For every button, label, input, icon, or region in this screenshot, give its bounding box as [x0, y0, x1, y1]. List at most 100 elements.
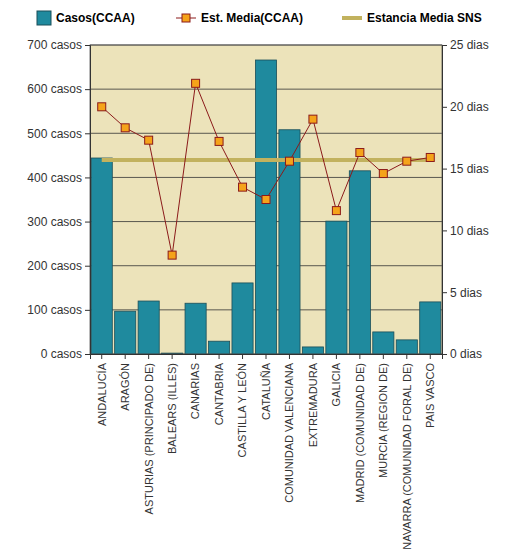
bar	[373, 332, 394, 354]
tick-mark	[172, 354, 173, 359]
tick: MURCIA (REGION DE)	[377, 354, 389, 478]
tick-label: GALICIA	[330, 362, 342, 406]
tick: MADRID (COMUNIDAD DE)	[354, 354, 366, 503]
tick: 10 dias	[442, 224, 489, 238]
bar	[302, 347, 323, 354]
line-series	[102, 159, 431, 160]
bar	[209, 341, 230, 354]
tick: NAVARRA (COMUNIDAD FORAL DE)	[401, 354, 413, 550]
tick-label: MADRID (COMUNIDAD DE)	[354, 363, 366, 503]
bar	[138, 301, 159, 354]
marker	[356, 149, 364, 157]
y-axis: 0 casos 100 casos 200 casos 300 casos 400 ca…	[27, 38, 90, 361]
line	[102, 158, 431, 162]
tick-mark	[336, 354, 337, 359]
tick-mark	[85, 177, 90, 178]
tick-label: CATALUÑA	[260, 362, 272, 420]
tick: 5 dias	[442, 286, 482, 300]
marker	[426, 153, 434, 161]
tick-label: CANTABRIA	[213, 362, 225, 425]
tick-label: COMUNIDAD VALENCIANA	[283, 362, 295, 502]
x-axis: ANDALUCÍA ARAGÓN ASTURIAS (PRINCIPADO DE) B…	[91, 354, 443, 550]
tick-label: PAIS VASCO	[424, 363, 436, 428]
tick: 100 casos	[27, 303, 90, 317]
tick-label: 20 dias	[450, 100, 489, 114]
bar	[420, 302, 441, 354]
axis-line	[91, 355, 443, 360]
tick-label: BALEARS (ILLES)	[166, 363, 178, 454]
tick: 0 casos	[41, 347, 90, 361]
tick-mark	[219, 354, 220, 359]
tick: 20 dias	[442, 100, 489, 114]
tick: BALEARS (ILLES)	[166, 354, 178, 454]
line	[102, 83, 431, 255]
tick-mark	[195, 354, 196, 359]
tick-label: CANARIAS	[189, 363, 201, 419]
tick: 400 casos	[27, 171, 90, 185]
legend: Casos(CCAA)Est. Media(CCAA)Estancia Medi…	[37, 11, 482, 25]
legend-swatch	[342, 16, 362, 20]
tick-label: 100 casos	[27, 303, 82, 317]
tick-mark	[406, 354, 407, 359]
tick: 300 casos	[27, 215, 90, 229]
bar	[326, 221, 347, 354]
marker	[332, 207, 340, 215]
tick-mark	[266, 354, 267, 359]
plot-frame	[90, 45, 442, 354]
bar	[279, 130, 300, 354]
marker	[145, 136, 153, 144]
tick-mark	[383, 354, 384, 359]
grid	[90, 45, 442, 354]
marker	[239, 183, 247, 191]
chart: 0 casos 100 casos 200 casos 300 casos 400 ca…	[0, 0, 511, 551]
tick: ANDALUCÍA	[96, 354, 108, 426]
tick-mark	[312, 354, 313, 359]
legend-label: Est. Media(CCAA)	[201, 11, 303, 25]
tick-label: 200 casos	[27, 259, 82, 273]
tick-mark	[85, 222, 90, 223]
marker	[98, 103, 106, 111]
marker	[192, 79, 200, 87]
tick: 25 dias	[442, 38, 489, 52]
tick: CASTILLA Y LEÓN	[236, 354, 248, 457]
tick-label: 5 dias	[450, 286, 482, 300]
tick-mark	[85, 133, 90, 134]
tick-label: EXTREMADURA	[307, 362, 319, 447]
tick: CANTABRIA	[213, 354, 225, 425]
line-series	[98, 79, 435, 259]
axis-line	[85, 46, 91, 355]
marker	[379, 170, 387, 178]
tick-mark	[85, 45, 90, 46]
marker	[309, 115, 317, 123]
bar	[91, 158, 112, 354]
tick: 600 casos	[27, 82, 90, 96]
bar	[349, 171, 370, 354]
tick-mark	[101, 354, 102, 359]
legend-swatch	[37, 11, 51, 25]
tick: EXTREMADURA	[307, 354, 319, 447]
bar	[115, 311, 136, 354]
tick-mark	[442, 230, 447, 231]
tick-mark	[85, 266, 90, 267]
tick-label: 25 dias	[450, 38, 489, 52]
tick-mark	[442, 169, 447, 170]
marker	[215, 137, 223, 145]
tick: ARAGÓN	[119, 354, 131, 411]
bar	[185, 303, 206, 354]
tick-label: CASTILLA Y LEÓN	[236, 363, 248, 457]
tick-label: 15 dias	[450, 162, 489, 176]
tick: 700 casos	[27, 38, 90, 52]
legend-label: Casos(CCAA)	[56, 11, 135, 25]
tick-label: 700 casos	[27, 38, 82, 52]
tick-mark	[85, 354, 90, 355]
tick-mark	[85, 89, 90, 90]
tick: 500 casos	[27, 127, 90, 141]
tick: 0 dias	[442, 347, 482, 361]
tick-label: ASTURIAS (PRINCIPADO DE)	[143, 363, 155, 514]
tick: PAIS VASCO	[424, 354, 436, 428]
marker	[285, 157, 293, 165]
tick-mark	[85, 310, 90, 311]
tick-mark	[125, 354, 126, 359]
tick: CANARIAS	[189, 354, 201, 419]
plot-area	[91, 60, 441, 354]
